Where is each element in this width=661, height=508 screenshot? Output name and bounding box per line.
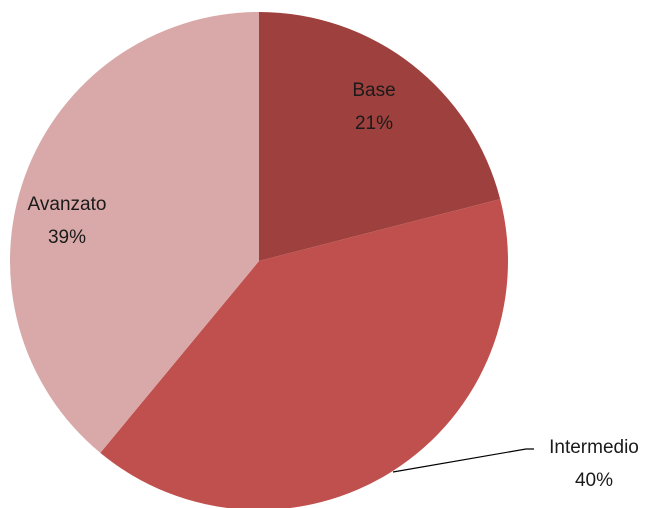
slice-percent-intermedio: 40% — [575, 470, 613, 491]
slice-label-intermedio: Intermedio — [549, 437, 639, 458]
pie-slice-base — [259, 12, 501, 261]
pie-slice-avanzato — [9, 12, 259, 453]
pie-slice-intermedio — [100, 199, 508, 508]
leader-line-intermedio — [392, 448, 534, 473]
slice-label-base: Base — [352, 80, 395, 101]
slice-label-avanzato: Avanzato — [28, 194, 107, 215]
slice-percent-base: 21% — [355, 113, 393, 134]
slice-percent-avanzato: 39% — [48, 227, 86, 248]
